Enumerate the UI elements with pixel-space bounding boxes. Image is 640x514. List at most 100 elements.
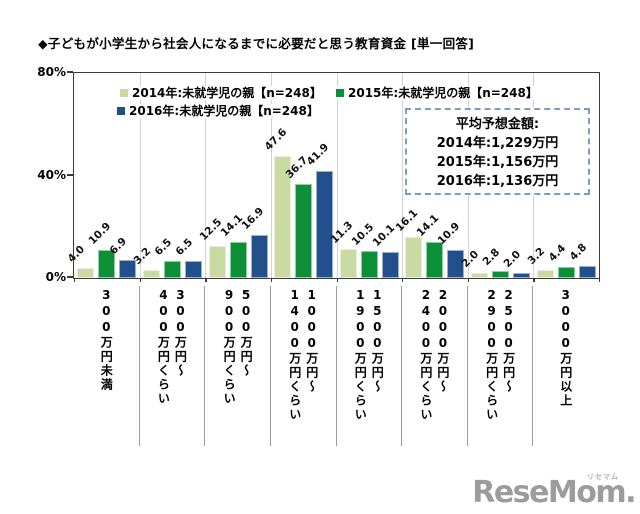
- resemom-wordmark: ReseMom.: [472, 475, 636, 510]
- bar-value-label: 41.9: [304, 140, 332, 168]
- bar-value-label: 47.6: [262, 126, 290, 153]
- group-separator: [402, 73, 404, 278]
- category-label: 2500万円〜 2900万円くらい: [484, 288, 516, 422]
- x-tickmark: [533, 278, 535, 282]
- bar-2015年-group7: [492, 270, 510, 278]
- bar-value-label: 3.2: [525, 245, 547, 267]
- legend-swatch-2014: [120, 89, 128, 97]
- bar-2014年-group5: [339, 249, 357, 278]
- bar-2015年-group5: [360, 251, 378, 278]
- bar-value-label: 6.5: [152, 236, 175, 259]
- bar-value-label: 2.8: [480, 246, 503, 268]
- bar-value-label: 4.4: [546, 242, 568, 264]
- bar-2015年-group6: [426, 241, 444, 278]
- bar-value-label: 16.9: [239, 204, 266, 232]
- bar-2016年-group5: [381, 252, 399, 278]
- label-separator: [138, 286, 140, 446]
- category-label-slot: 1000万円〜 1400万円くらい: [270, 288, 336, 454]
- label-separator: [204, 286, 206, 446]
- category-label: 3000万円以上: [558, 288, 573, 408]
- legend-swatch-2016: [117, 107, 125, 115]
- label-separator: [335, 286, 337, 446]
- label-separator: [269, 286, 271, 446]
- bar-2014年-group7: [471, 272, 489, 278]
- legend-label-2014: 2014年:未就学児の親【n=248】: [132, 86, 322, 100]
- bar-2016年-group7: [513, 272, 531, 278]
- legend-label-2016: 2016年:未就学児の親【n=248】: [129, 104, 319, 118]
- bar-2015年-group4: [295, 184, 313, 278]
- category-label: 500万円〜 900万円くらい: [222, 288, 254, 406]
- bar-value-label: 10.9: [86, 220, 114, 248]
- group-separator: [139, 73, 141, 278]
- bar-2014年-group8: [536, 269, 554, 278]
- bar-2016年-group1: [119, 260, 137, 278]
- average-line-2015: 2015年:1,156万円: [436, 155, 559, 170]
- legend-item-2014: 2014年:未就学児の親【n=248】: [118, 86, 324, 100]
- bar-2016年-group6: [447, 250, 465, 278]
- category-label: 1500万円〜 1900万円くらい: [353, 288, 385, 422]
- group-separator: [270, 73, 272, 278]
- bar-2015年-group1: [98, 250, 116, 278]
- bar-2014年-group3: [208, 246, 226, 278]
- bar-value-label: 6.5: [173, 236, 196, 259]
- category-label-slot: 2000万円〜 2400万円くらい: [401, 288, 467, 454]
- bar-2014年-group6: [405, 236, 423, 278]
- bar-2016年-group8: [578, 265, 596, 278]
- bar-2016年-group2: [184, 261, 202, 278]
- label-separator: [466, 286, 468, 446]
- bar-2014年-group4: [274, 156, 292, 278]
- bar-2015年-group3: [229, 241, 247, 278]
- y-tickmark-80: [67, 71, 73, 73]
- y-tick-40: 40%: [37, 168, 66, 182]
- category-label-slot: 1500万円〜 1900万円くらい: [336, 288, 402, 454]
- legend-item-2016: 2016年:未就学児の親【n=248】: [115, 104, 321, 118]
- y-tickmark-40: [67, 174, 73, 176]
- chart-title: ◆子どもが小学生から社会人になるまでに必要だと思う教育資金 [単一回答]: [38, 36, 475, 51]
- category-label-slot: 2500万円〜 2900万円くらい: [467, 288, 533, 454]
- bar-2016年-group4: [316, 170, 334, 278]
- average-line-2016: 2016年:1,136万円: [436, 174, 559, 189]
- bar-2015年-group2: [163, 261, 181, 278]
- legend-swatch-2015: [336, 89, 344, 97]
- x-axis-labels: 300万円未満 300万円〜 400万円くらい 500万円〜 900万円くらい 100…: [73, 284, 598, 450]
- bar-value-label: 4.8: [567, 241, 589, 263]
- category-label-slot: 3000万円以上: [532, 288, 598, 454]
- y-tickmark-0: [67, 276, 73, 278]
- y-tick-80: 80%: [37, 65, 66, 79]
- legend-item-2015: 2015年:未就学児の親【n=248】: [334, 86, 540, 100]
- resemom-logo: リセマム ReseMom.: [472, 474, 636, 510]
- x-tickmark: [205, 278, 207, 282]
- category-label: 2000万円〜 2400万円くらい: [418, 288, 450, 422]
- category-label: 1000万円〜 1400万円くらい: [287, 288, 319, 422]
- average-amount-box: 平均予想金額: 2014年:1,229万円 2015年:1,156万円 2016…: [405, 108, 590, 195]
- category-label: 300万円未満: [99, 288, 114, 392]
- x-tickmark: [467, 278, 470, 282]
- category-label-slot: 300万円〜 400万円くらい: [139, 288, 205, 454]
- category-label-slot: 300万円未満: [73, 288, 139, 454]
- label-separator: [532, 286, 534, 446]
- category-label-slot: 500万円〜 900万円くらい: [204, 288, 270, 454]
- resemom-ruby: リセマム: [587, 473, 619, 481]
- x-tickmark: [336, 278, 338, 282]
- bar-value-label: 10.9: [435, 220, 463, 248]
- bar-2016年-group3: [250, 234, 268, 278]
- bar-2014年-group2: [142, 269, 160, 278]
- bar-value-label: 2.0: [501, 248, 524, 270]
- average-box-title: 平均予想金額:: [455, 117, 540, 132]
- legend-label-2015: 2015年:未就学児の親【n=248】: [348, 86, 538, 100]
- bar-value-label: 10.1: [370, 222, 398, 250]
- x-tickmark: [270, 278, 273, 282]
- x-tickmark: [402, 278, 404, 282]
- group-separator: [205, 73, 207, 278]
- average-line-2014: 2014年:1,229万円: [436, 136, 559, 151]
- category-label: 300万円〜 400万円くらい: [156, 288, 188, 406]
- bar-value-label: 4.0: [65, 243, 88, 265]
- bar-2014年-group1: [77, 267, 95, 278]
- label-separator: [401, 286, 403, 446]
- group-separator: [336, 73, 338, 278]
- bar-2015年-group8: [557, 266, 575, 278]
- x-tickmark: [74, 278, 76, 282]
- x-tickmark: [599, 278, 601, 282]
- y-tick-0: 0%: [45, 270, 66, 284]
